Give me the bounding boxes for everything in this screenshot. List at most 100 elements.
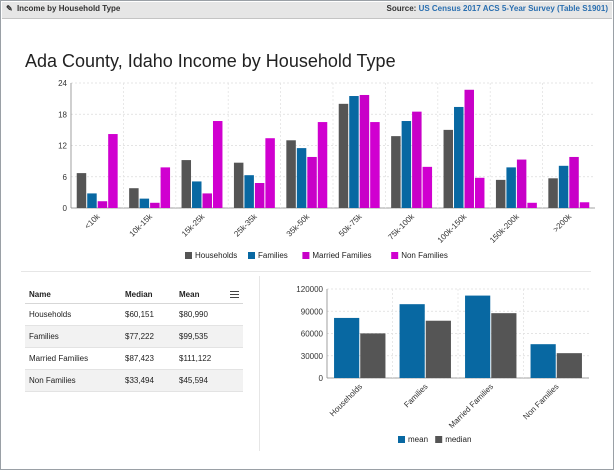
bar: [233, 162, 244, 208]
source-label: Source:: [386, 4, 417, 13]
bar: [202, 193, 212, 208]
col-header-name: Name: [25, 285, 121, 304]
bar: [412, 111, 422, 208]
bar: [139, 198, 150, 208]
bar: [181, 160, 192, 208]
y-tick-label: 12: [58, 142, 67, 151]
x-tick-label: Married Families: [447, 382, 495, 430]
cell-mean: $99,535: [175, 325, 243, 348]
bar: [474, 177, 485, 208]
bar: [192, 181, 202, 208]
legend-label: Married Families: [312, 251, 371, 260]
y-tick-label: 90000: [301, 307, 324, 316]
legend-swatch: [248, 252, 255, 259]
bar: [548, 178, 558, 208]
column-divider: [259, 276, 260, 451]
bar: [558, 165, 569, 208]
bar: [425, 320, 451, 378]
bar: [359, 94, 370, 208]
cell-name: Non Families: [25, 369, 121, 392]
bar: [129, 188, 139, 208]
y-tick-label: 18: [58, 110, 67, 119]
bar: [422, 166, 433, 208]
cell-name: Families: [25, 325, 121, 348]
x-tick-label: 15k-25k: [180, 211, 207, 238]
cell-median: $87,423: [121, 347, 175, 370]
x-tick-label: 50k-75k: [337, 211, 364, 238]
bar: [254, 183, 265, 208]
bar: [244, 175, 254, 208]
y-tick-label: 24: [58, 79, 67, 88]
y-tick-label: 120000: [296, 285, 323, 294]
income-distribution-chart: 0 6 12 18 24 <10k 10k-15k 15k-25k 25k-35k 35k-50k…: [58, 79, 595, 260]
legend-label: Families: [258, 251, 288, 260]
y-tick-label: 30000: [301, 352, 324, 361]
bar: [87, 193, 97, 208]
legend-swatch: [185, 252, 192, 259]
cell-mean: $45,594: [175, 369, 243, 392]
x-tick-label: Families: [402, 382, 429, 409]
bar: [399, 304, 425, 378]
source-link[interactable]: US Census 2017 ACS 5-Year Survey (Table …: [418, 4, 608, 13]
x-tick-label: 35k-50k: [285, 211, 312, 238]
cell-name: Households: [25, 303, 121, 326]
legend-swatch: [302, 252, 310, 259]
cell-median: $33,494: [121, 369, 175, 392]
x-tick-label: Non Families: [521, 382, 560, 421]
panel-title-text: Income by Household Type: [16, 4, 121, 13]
bar: [265, 138, 275, 208]
table-row: Married Families $87,423 $111,122: [25, 347, 243, 370]
bar: [360, 333, 386, 378]
bar: [527, 202, 537, 208]
bar: [150, 202, 160, 208]
table-row: Families $77,222 $99,535: [25, 325, 243, 348]
y-tick-label: 0: [63, 204, 68, 213]
bar: [401, 121, 412, 208]
table-row: Households $60,151 $80,990: [25, 303, 243, 326]
source-note: Source: US Census 2017 ACS 5-Year Survey…: [387, 4, 608, 13]
bar: [579, 202, 590, 208]
y-tick-label: 0: [319, 374, 324, 383]
col-header-median: Median: [121, 285, 175, 304]
bar: [491, 313, 517, 378]
table-header-row: Name Median Mean: [25, 285, 243, 304]
bar: [108, 134, 118, 208]
x-tick-label: Households: [328, 382, 364, 418]
bar: [338, 103, 349, 208]
cell-median: $77,222: [121, 325, 175, 348]
x-tick-label: 25k-35k: [232, 211, 259, 238]
x-tick-label: 10k-15k: [128, 211, 155, 238]
legend-label: Non Families: [401, 251, 448, 260]
mean-median-chart: 0 30000 60000 90000 120000 Households Families…: [296, 285, 589, 444]
x-tick-label: 150k-200k: [488, 211, 521, 244]
bar: [454, 106, 464, 208]
legend-swatch: [435, 436, 443, 443]
cell-mean: $111,122: [175, 347, 243, 370]
bar: [465, 295, 491, 378]
bar: [556, 353, 582, 378]
legend-label: Households: [195, 251, 237, 260]
bar: [464, 89, 474, 208]
bar: [495, 179, 506, 208]
bar: [516, 159, 527, 208]
bar: [76, 173, 87, 208]
x-tick-label: <10k: [83, 211, 102, 230]
bar: [286, 140, 296, 208]
bar: [530, 344, 556, 378]
bar: [391, 136, 401, 208]
bar: [569, 156, 579, 208]
y-tick-label: 6: [63, 173, 68, 182]
bar: [349, 96, 359, 208]
panel-header: ✎ Income by Household Type Source: US Ce…: [2, 2, 612, 19]
bar: [97, 201, 108, 208]
x-tick-label: 75k-100k: [386, 211, 416, 241]
legend-label: median: [445, 435, 471, 444]
legend-label: mean: [408, 435, 428, 444]
chart-title: Ada County, Idaho Income by Household Ty…: [25, 51, 396, 71]
menu-icon[interactable]: [230, 290, 239, 298]
bar: [307, 156, 317, 208]
bar: [160, 167, 171, 208]
cell-mean: $80,990: [175, 303, 243, 326]
bar: [212, 121, 223, 208]
